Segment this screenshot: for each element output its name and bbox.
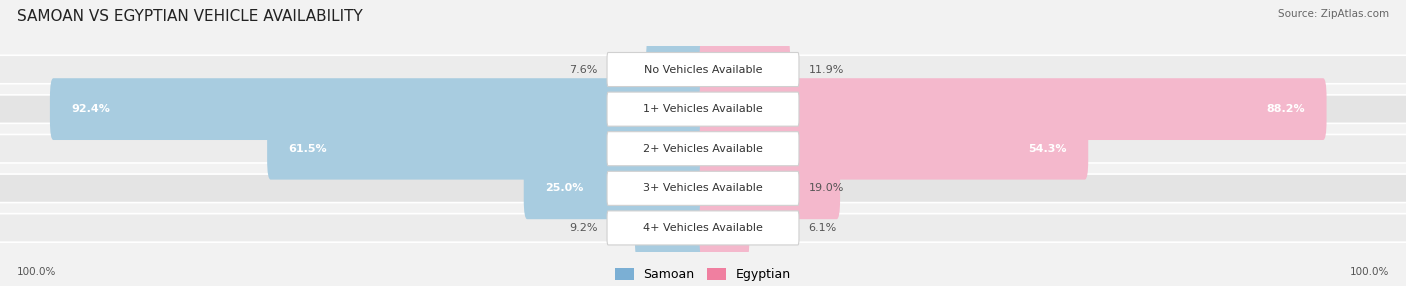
Text: 19.0%: 19.0% bbox=[808, 183, 844, 193]
Text: SAMOAN VS EGYPTIAN VEHICLE AVAILABILITY: SAMOAN VS EGYPTIAN VEHICLE AVAILABILITY bbox=[17, 9, 363, 23]
FancyBboxPatch shape bbox=[700, 39, 790, 100]
FancyBboxPatch shape bbox=[524, 157, 707, 219]
Text: 88.2%: 88.2% bbox=[1267, 104, 1305, 114]
Text: No Vehicles Available: No Vehicles Available bbox=[644, 65, 762, 75]
FancyBboxPatch shape bbox=[0, 134, 1406, 163]
FancyBboxPatch shape bbox=[0, 95, 1406, 123]
Legend: Samoan, Egyptian: Samoan, Egyptian bbox=[614, 268, 792, 281]
FancyBboxPatch shape bbox=[636, 197, 707, 259]
FancyBboxPatch shape bbox=[0, 174, 1406, 202]
Text: 9.2%: 9.2% bbox=[569, 223, 598, 233]
FancyBboxPatch shape bbox=[267, 118, 707, 180]
Text: 4+ Vehicles Available: 4+ Vehicles Available bbox=[643, 223, 763, 233]
FancyBboxPatch shape bbox=[607, 92, 799, 126]
Text: 7.6%: 7.6% bbox=[569, 65, 598, 75]
FancyBboxPatch shape bbox=[647, 39, 707, 100]
Text: 54.3%: 54.3% bbox=[1029, 144, 1067, 154]
FancyBboxPatch shape bbox=[607, 53, 799, 87]
FancyBboxPatch shape bbox=[607, 132, 799, 166]
FancyBboxPatch shape bbox=[700, 197, 749, 259]
FancyBboxPatch shape bbox=[0, 55, 1406, 84]
Text: 3+ Vehicles Available: 3+ Vehicles Available bbox=[643, 183, 763, 193]
FancyBboxPatch shape bbox=[0, 214, 1406, 242]
FancyBboxPatch shape bbox=[49, 78, 707, 140]
Text: 25.0%: 25.0% bbox=[546, 183, 583, 193]
Text: 2+ Vehicles Available: 2+ Vehicles Available bbox=[643, 144, 763, 154]
Text: Source: ZipAtlas.com: Source: ZipAtlas.com bbox=[1278, 9, 1389, 19]
FancyBboxPatch shape bbox=[700, 157, 841, 219]
Text: 61.5%: 61.5% bbox=[288, 144, 326, 154]
Text: 100.0%: 100.0% bbox=[1350, 267, 1389, 277]
Text: 1+ Vehicles Available: 1+ Vehicles Available bbox=[643, 104, 763, 114]
FancyBboxPatch shape bbox=[607, 211, 799, 245]
FancyBboxPatch shape bbox=[607, 171, 799, 205]
Text: 6.1%: 6.1% bbox=[808, 223, 837, 233]
Text: 92.4%: 92.4% bbox=[70, 104, 110, 114]
FancyBboxPatch shape bbox=[700, 78, 1327, 140]
Text: 100.0%: 100.0% bbox=[17, 267, 56, 277]
FancyBboxPatch shape bbox=[700, 118, 1088, 180]
Text: 11.9%: 11.9% bbox=[808, 65, 844, 75]
